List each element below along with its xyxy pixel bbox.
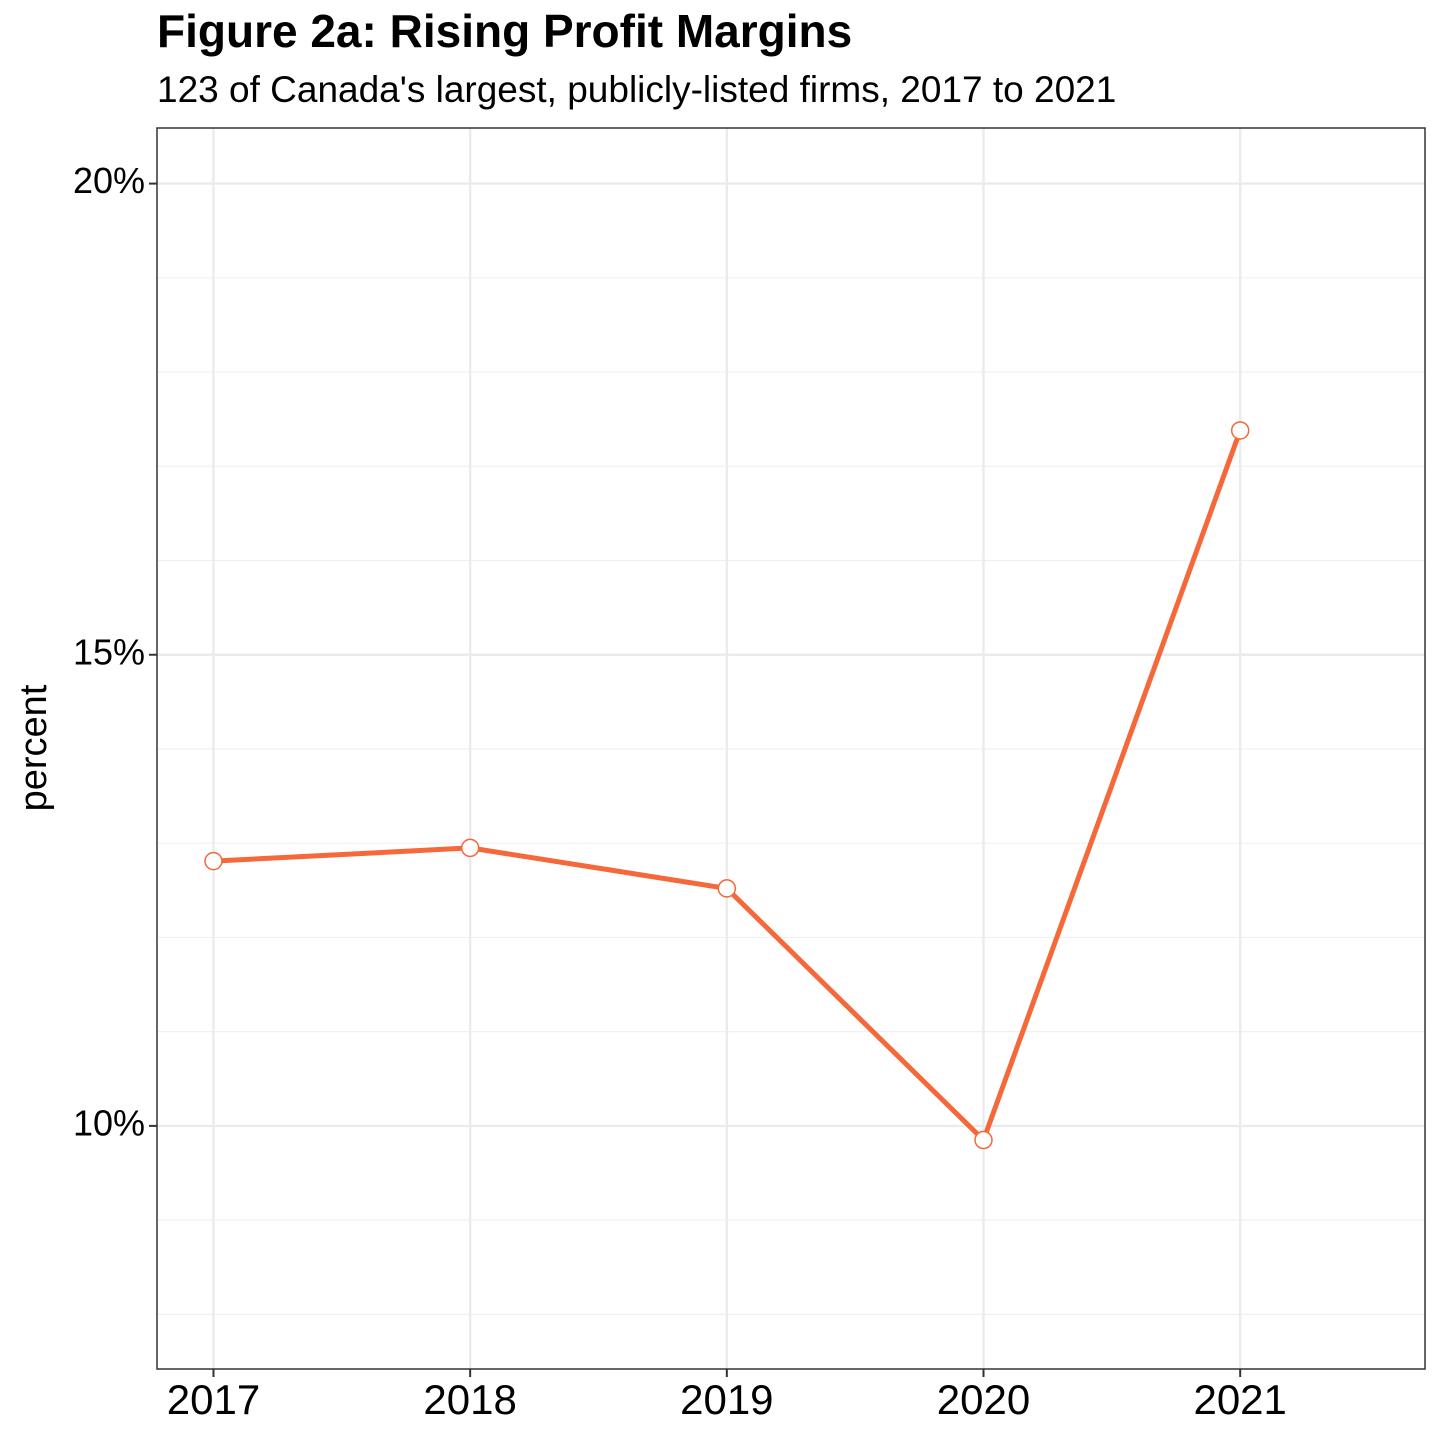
x-tick-label: 2017 [167,1376,260,1423]
chart-subtitle: 123 of Canada's largest, publicly-listed… [157,69,1116,110]
y-tick-label: 20% [73,160,145,201]
chart-title: Figure 2a: Rising Profit Margins [157,5,852,57]
y-tick-label: 10% [73,1102,145,1143]
x-tick-label: 2018 [423,1376,516,1423]
point [717,879,737,898]
point [974,1130,993,1150]
x-tick-label: 2021 [1193,1376,1286,1423]
point [204,851,223,871]
point [1230,421,1250,440]
y-axis-label: percent [13,684,55,811]
y-tick-label: 15% [73,631,145,672]
x-tick-label: 2020 [937,1376,1030,1423]
x-tick-label: 2019 [680,1376,773,1423]
point [460,838,480,858]
plot-border [156,127,1426,1370]
